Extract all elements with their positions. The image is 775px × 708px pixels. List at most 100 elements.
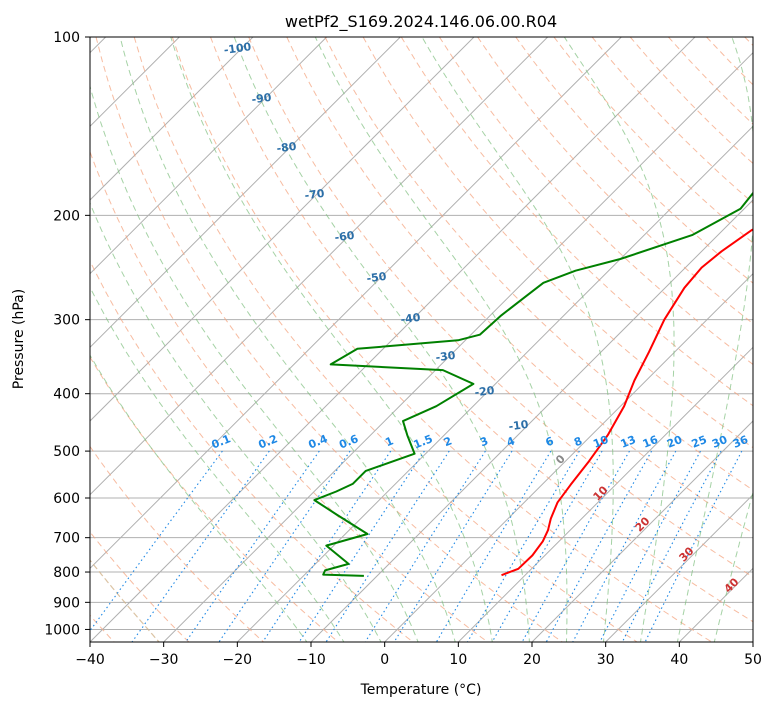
dry-adiabat	[248, 37, 753, 578]
y-axis-label: Pressure (hPa)	[11, 289, 27, 389]
mixing-ratio-label: 1	[383, 434, 395, 449]
mixing-ratio-label: 16	[641, 433, 660, 451]
mixing-ratio-line	[621, 450, 722, 642]
isotherm-line	[531, 420, 753, 642]
x-axis-label: Temperature (°C)	[360, 682, 482, 698]
dry-adiabat	[90, 356, 339, 642]
isotherm-line	[90, 37, 328, 275]
mixing-ratio-label: 10	[591, 433, 610, 451]
mixing-ratio-line	[521, 450, 630, 642]
y-tick-label: 800	[53, 565, 80, 581]
moist-adiabat	[233, 37, 530, 642]
isotherm-line	[236, 125, 753, 642]
x-tick-label: −20	[223, 652, 253, 668]
skewed-isotherms	[90, 37, 753, 642]
mixing-ratio-lines	[90, 450, 743, 642]
mixing-ratio-line	[393, 450, 513, 642]
dry-adiabat-label: -20	[474, 384, 496, 400]
dry-adiabat	[477, 37, 753, 325]
x-tick-label: −40	[75, 652, 105, 668]
moist-adiabat	[90, 559, 160, 642]
mixing-ratio-line	[599, 450, 701, 642]
y-tick-label: 300	[53, 313, 80, 329]
dry-adiabat	[324, 37, 753, 491]
plot-background	[90, 37, 753, 642]
y-axis-ticks: 100 200 300 400 500 600 700 800 900 1000	[44, 30, 90, 638]
sounding-line	[501, 228, 753, 577]
y-tick-label: 400	[53, 387, 80, 403]
moist-adiabat	[90, 354, 308, 642]
mixing-ratio-line	[131, 450, 270, 642]
dry-adiabat-label: -30	[435, 349, 457, 365]
mixing-ratio-label: 13	[619, 433, 638, 451]
mixing-ratio-line	[298, 450, 425, 642]
y-tick-label: 500	[53, 444, 80, 460]
isotherm-line	[90, 37, 401, 349]
moist-adiabat	[90, 286, 345, 642]
dry-adiabat-label: -80	[276, 140, 298, 156]
mixing-ratio-label: 2	[442, 434, 454, 449]
dry-adiabat-label: -10	[508, 418, 530, 434]
y-tick-label: 100	[53, 30, 80, 46]
y-tick-label: 200	[53, 208, 80, 224]
x-tick-label: 20	[523, 652, 541, 668]
x-tick-label: −30	[149, 652, 179, 668]
pressure-gridlines	[90, 37, 753, 630]
y-tick-label: 1000	[44, 622, 80, 638]
dry-adiabat	[133, 37, 638, 642]
dry-adiabat	[90, 259, 414, 642]
mixing-ratio-line	[185, 450, 320, 642]
moist-adiabat	[119, 37, 456, 642]
dry-adiabat-label: -40	[400, 311, 422, 327]
x-tick-label: 50	[744, 652, 762, 668]
mixing-ratio-label: 25	[690, 433, 709, 451]
isotherm-line	[605, 493, 753, 642]
mixing-ratio-label: 30	[710, 433, 729, 451]
moist-adiabat	[90, 201, 382, 642]
mixing-ratio-line	[572, 450, 677, 642]
x-tick-label: 30	[597, 652, 615, 668]
x-tick-label: 40	[670, 652, 688, 668]
x-tick-label: 10	[449, 652, 467, 668]
dry-adiabat	[171, 37, 713, 642]
dry-adiabat	[90, 445, 265, 642]
dry-adiabat	[90, 150, 489, 642]
moist-adiabat	[90, 84, 419, 642]
moist-adiabat	[713, 490, 753, 642]
mixing-ratio-label: 20	[665, 433, 684, 451]
moist-adiabat	[421, 37, 614, 642]
dry-adiabat-label: -100	[223, 40, 252, 57]
dry-adiabat-label: -90	[251, 91, 273, 107]
isotherm-line	[384, 272, 753, 642]
mixing-ratio-label: 3	[478, 434, 490, 449]
isotherm-line	[90, 37, 549, 496]
x-axis-ticks: −40 −30 −20 −10 0 10 20 30 40 50	[75, 642, 762, 668]
moist-adiabat	[676, 37, 753, 642]
moist-adiabats	[90, 37, 753, 642]
mixing-ratio-line	[90, 450, 223, 632]
dry-adiabat	[286, 37, 753, 534]
isotherm-line	[457, 346, 753, 642]
dry-adiabat	[362, 37, 753, 449]
moist-adiabat	[170, 37, 493, 642]
dry-adiabat	[210, 37, 753, 623]
y-tick-label: 700	[53, 531, 80, 547]
isotherm-line	[163, 51, 753, 642]
dry-adiabat	[90, 531, 190, 642]
dry-adiabat-label: -70	[304, 187, 326, 203]
dry-adiabat-label: -60	[334, 229, 356, 245]
y-tick-label: 900	[53, 595, 80, 611]
dry-adiabat	[95, 37, 564, 642]
mixing-ratio-label: 36	[731, 433, 750, 451]
isotherm-line	[90, 37, 622, 570]
x-tick-label: 0	[380, 652, 389, 668]
isopleth-labels: -100-90-80-70-60-50-40-30-20-100.1 0.2 0.4…	[210, 40, 751, 595]
mixing-ratio-line	[364, 450, 486, 642]
mixing-ratio-label: 8	[572, 434, 584, 449]
dry-adiabat-label: -50	[366, 270, 388, 286]
y-tick-label: 600	[53, 491, 80, 507]
mixing-ratio-line	[325, 450, 450, 642]
moist-adiabat	[563, 37, 675, 642]
isotherm-line	[90, 37, 475, 422]
